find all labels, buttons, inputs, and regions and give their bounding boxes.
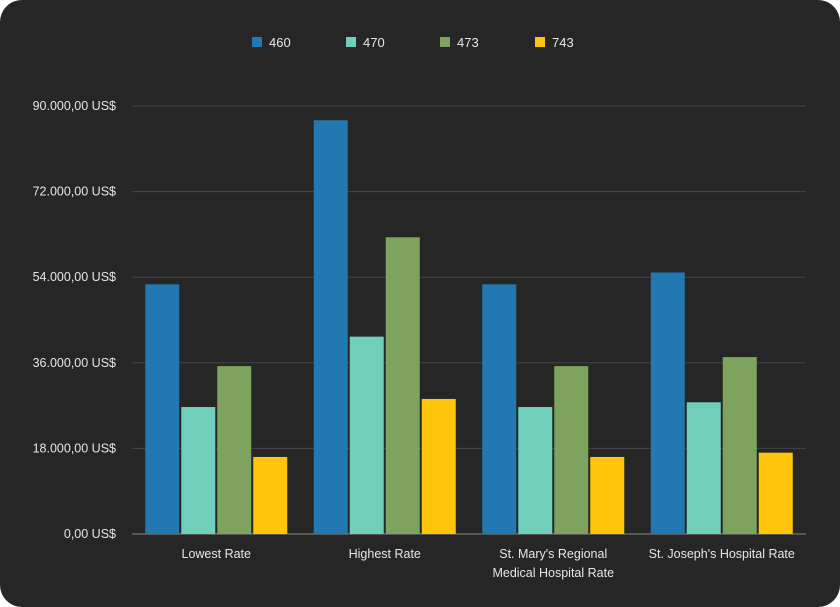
bar-473[interactable] [554, 366, 589, 534]
bar-473[interactable] [722, 357, 757, 534]
bar-470[interactable] [181, 407, 216, 534]
bar-460[interactable] [313, 120, 348, 535]
x-tick-label: Lowest Rate [182, 547, 252, 561]
legend-label: 743 [552, 35, 574, 50]
y-tick-label: 0,00 US$ [64, 527, 116, 541]
bar-743[interactable] [421, 398, 456, 534]
bar-743[interactable] [758, 452, 793, 534]
bar-470[interactable] [349, 336, 384, 534]
y-tick-label: 54.000,00 US$ [33, 270, 116, 284]
legend-label: 470 [363, 35, 385, 50]
bar-470[interactable] [518, 407, 553, 534]
x-tick-label: Highest Rate [349, 547, 421, 561]
legend-swatch-470 [346, 37, 356, 47]
y-tick-label: 90.000,00 US$ [33, 99, 116, 113]
y-tick-label: 36.000,00 US$ [33, 356, 116, 370]
x-tick-label: Medical Hospital Rate [492, 566, 614, 580]
x-tick-label: St. Joseph's Hospital Rate [649, 547, 795, 561]
bar-743[interactable] [590, 456, 625, 534]
legend-swatch-743 [535, 37, 545, 47]
bar-473[interactable] [385, 237, 420, 534]
bar-460[interactable] [145, 284, 180, 534]
bar-470[interactable] [686, 402, 721, 534]
bar-460[interactable] [482, 284, 517, 534]
y-tick-label: 18.000,00 US$ [33, 441, 116, 455]
x-tick-label: St. Mary's Regional [499, 547, 607, 561]
legend-label: 473 [457, 35, 479, 50]
y-tick-label: 72.000,00 US$ [33, 185, 116, 199]
legend-swatch-460 [252, 37, 262, 47]
legend-label: 460 [269, 35, 291, 50]
bar-460[interactable] [650, 272, 685, 534]
legend-swatch-473 [440, 37, 450, 47]
bar-473[interactable] [217, 366, 252, 534]
bar-743[interactable] [253, 456, 288, 534]
